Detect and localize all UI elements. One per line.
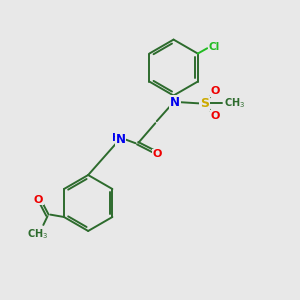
Text: O: O	[210, 86, 220, 96]
Text: H: H	[112, 133, 121, 142]
Text: O: O	[210, 111, 220, 121]
Text: Cl: Cl	[208, 42, 220, 52]
Text: CH$_3$: CH$_3$	[27, 227, 48, 241]
Text: O: O	[34, 195, 43, 205]
Text: O: O	[153, 149, 162, 159]
Text: N: N	[116, 133, 126, 146]
Text: N: N	[170, 95, 180, 109]
Text: S: S	[200, 97, 209, 110]
Text: CH$_3$: CH$_3$	[224, 97, 245, 110]
